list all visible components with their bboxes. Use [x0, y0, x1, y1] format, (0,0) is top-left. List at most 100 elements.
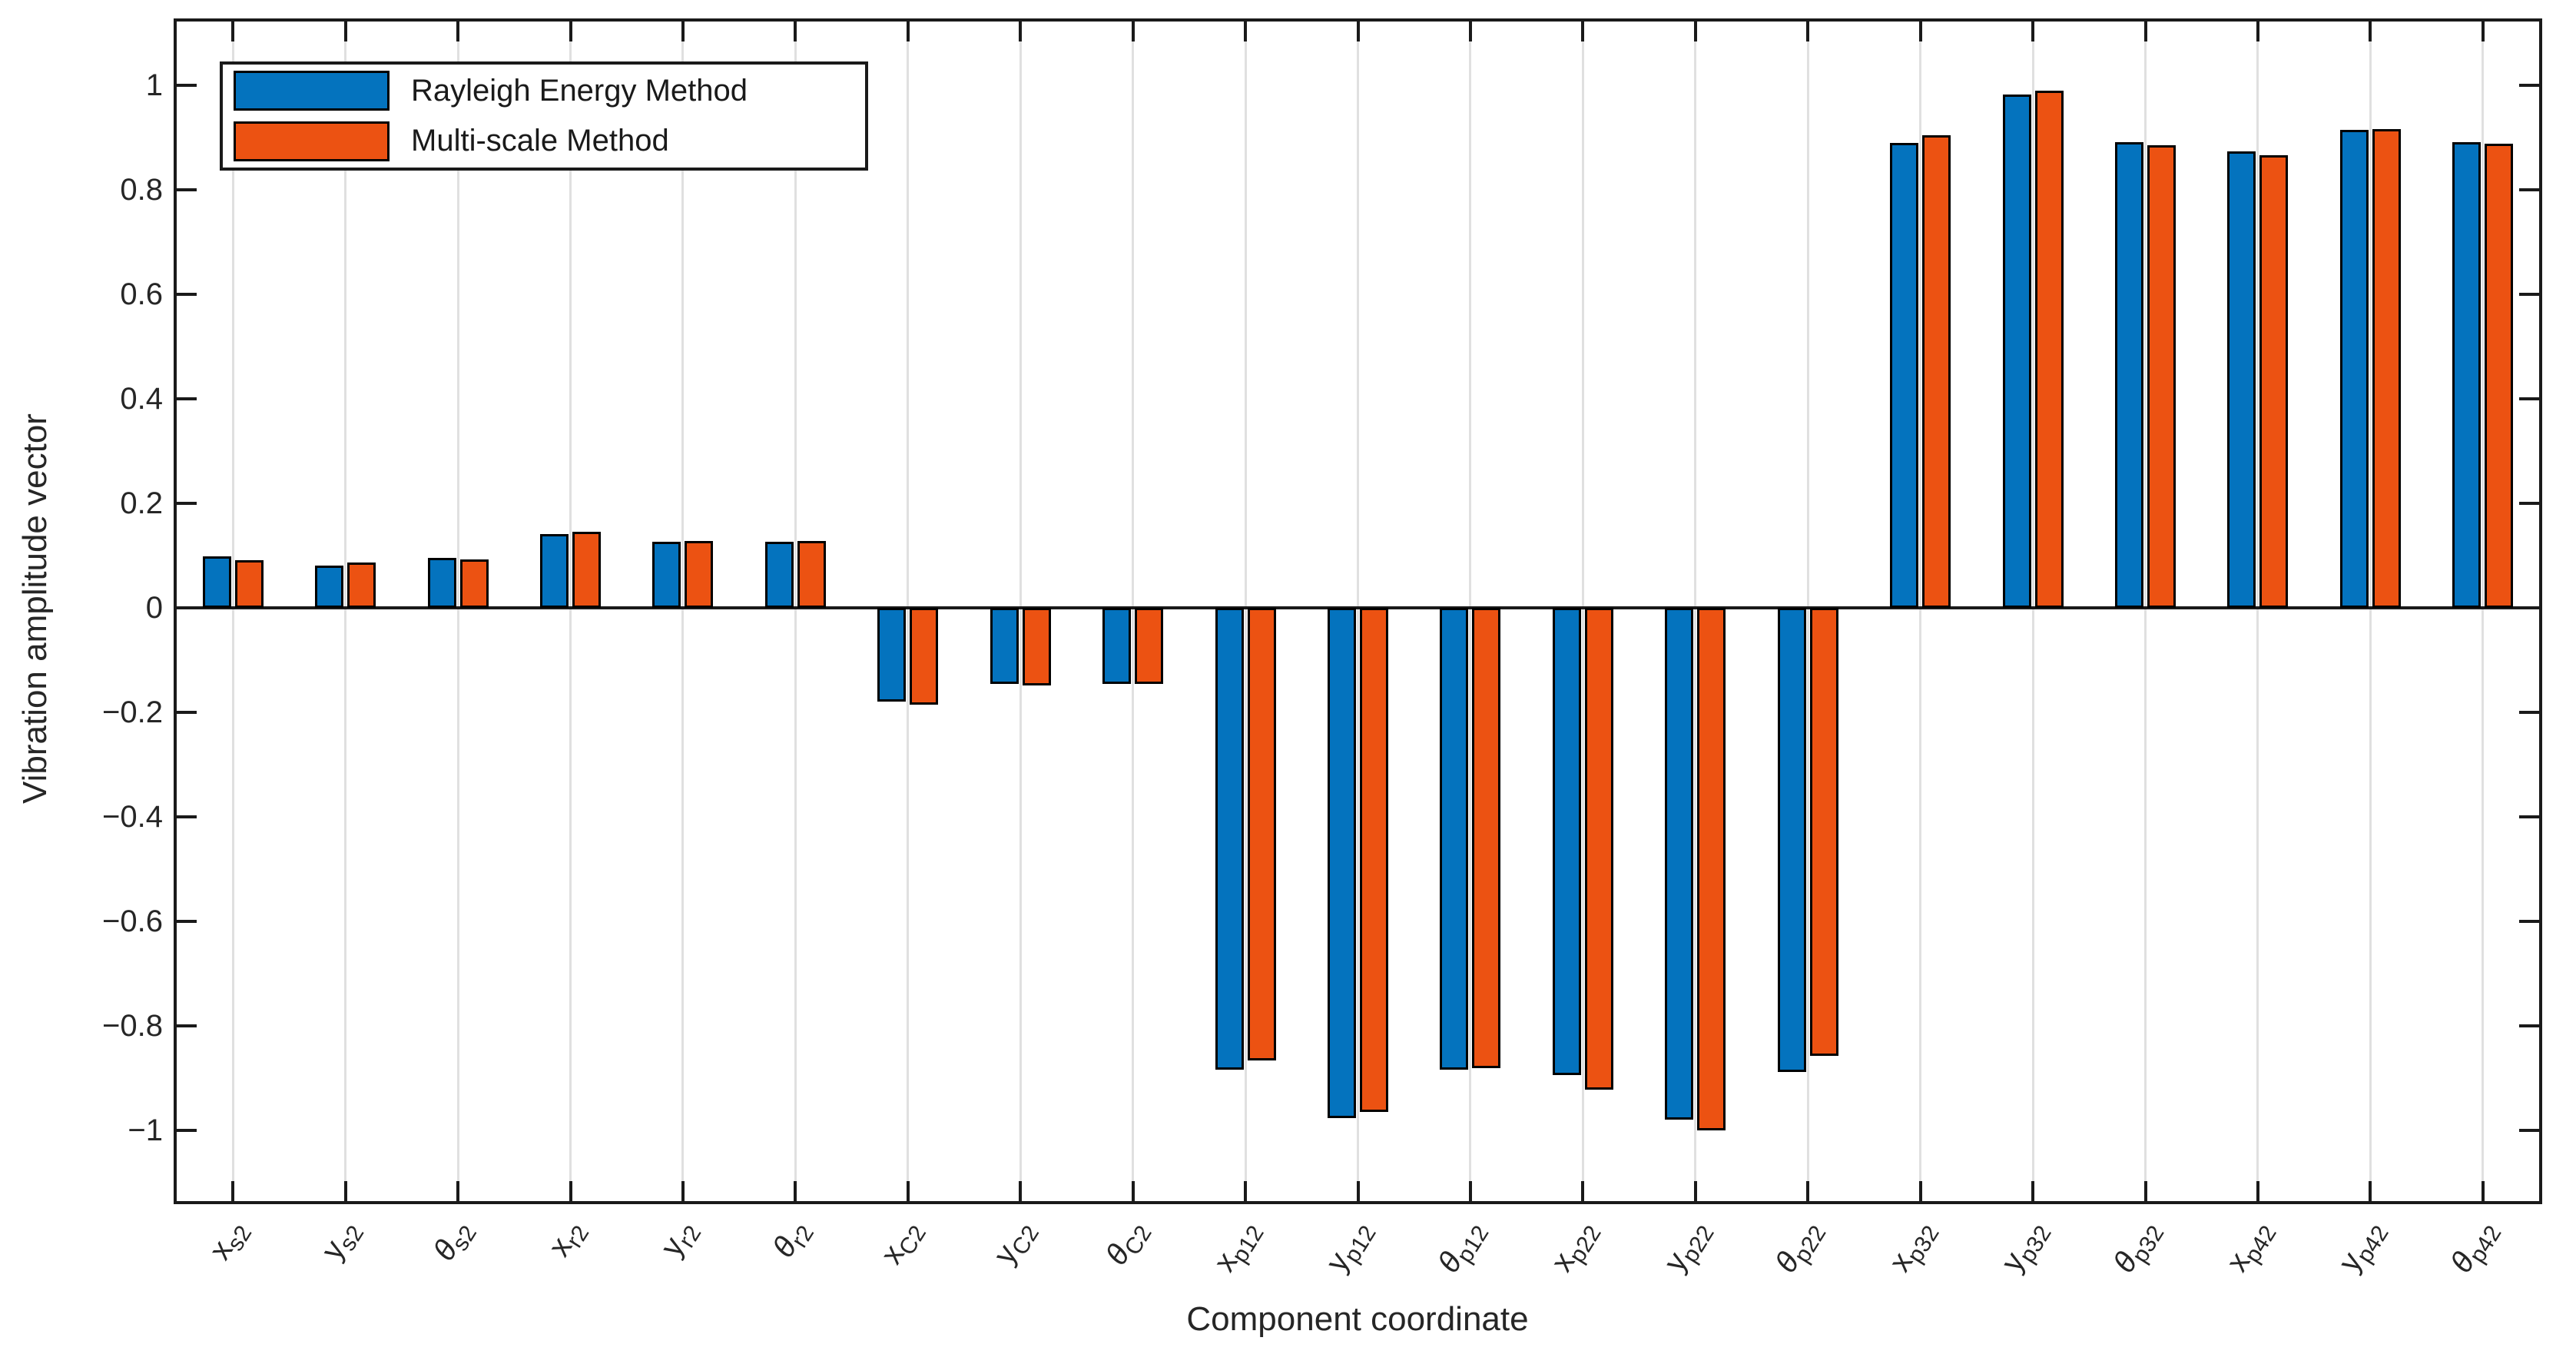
- bar-rayleigh-θs2: [427, 558, 456, 608]
- y-tick-label: 0.8: [120, 173, 163, 207]
- x-tick-top: [1693, 22, 1697, 41]
- y-tick-label: 0.6: [120, 277, 163, 311]
- y-tick-left: [177, 815, 197, 818]
- gridline: [456, 22, 459, 1201]
- bar-multi-scale-yp32: [2034, 90, 2064, 608]
- x-tick-bottom: [1806, 1181, 1810, 1201]
- y-tick-left: [177, 920, 197, 923]
- gridline: [1694, 22, 1697, 1201]
- x-tick-top: [2031, 22, 2035, 41]
- legend-entry-rayleigh: Rayleigh Energy Method: [223, 67, 865, 114]
- x-tick-bottom: [1131, 1181, 1135, 1201]
- x-tick-top: [456, 22, 460, 41]
- gridline: [569, 22, 572, 1201]
- bar-rayleigh-xp12: [1215, 608, 1244, 1070]
- x-tick-top: [1356, 22, 1360, 41]
- y-axis-label: Vibration amplitude vector: [16, 413, 54, 804]
- y-tick-right: [2519, 815, 2539, 818]
- x-tick-top: [906, 22, 910, 41]
- bar-rayleigh-xC2: [877, 608, 907, 702]
- bar-rayleigh-yp12: [1328, 608, 1356, 1118]
- y-tick-right: [2519, 188, 2539, 191]
- legend-label-multiscale: Multi-scale Method: [411, 124, 669, 158]
- gridline: [2031, 22, 2034, 1201]
- y-tick-label: −0.4: [102, 800, 163, 834]
- bar-rayleigh-ys2: [315, 565, 344, 608]
- y-tick-left: [177, 711, 197, 714]
- bar-multi-scale-yC2: [1022, 608, 1051, 685]
- bar-rayleigh-yp22: [1665, 608, 1694, 1120]
- x-tick-bottom: [1019, 1181, 1023, 1201]
- gridline: [344, 22, 347, 1201]
- bar-rayleigh-θp42: [2452, 142, 2482, 608]
- x-tick-bottom: [343, 1181, 347, 1201]
- x-tick-top: [2256, 22, 2259, 41]
- gridline: [2369, 22, 2372, 1201]
- gridline: [1132, 22, 1135, 1201]
- bar-rayleigh-θp32: [2115, 142, 2143, 608]
- y-tick-left: [177, 293, 197, 296]
- x-tick-bottom: [1693, 1181, 1697, 1201]
- x-tick-bottom: [1356, 1181, 1360, 1201]
- bar-multi-scale-θp12: [1472, 608, 1501, 1069]
- y-tick-right: [2519, 1129, 2539, 1132]
- bar-rayleigh-xp22: [1552, 608, 1581, 1075]
- y-tick-label: −0.6: [102, 904, 163, 938]
- gridline: [2482, 22, 2485, 1201]
- bar-rayleigh-θr2: [764, 542, 794, 608]
- x-tick-top: [1244, 22, 1248, 41]
- bar-multi-scale-θp32: [2147, 145, 2176, 608]
- y-tick-label: 0: [145, 591, 163, 625]
- gridline: [1806, 22, 1809, 1201]
- gridline: [1469, 22, 1472, 1201]
- gridline: [1581, 22, 1584, 1201]
- x-tick-bottom: [1918, 1181, 1922, 1201]
- x-tick-top: [1468, 22, 1472, 41]
- x-tick-top: [1131, 22, 1135, 41]
- bar-multi-scale-xp22: [1584, 608, 1613, 1090]
- y-tick-left: [177, 1129, 197, 1132]
- gridline: [907, 22, 910, 1201]
- x-tick-bottom: [906, 1181, 910, 1201]
- bar-rayleigh-yC2: [990, 608, 1019, 684]
- x-tick-bottom: [456, 1181, 460, 1201]
- bar-rayleigh-θC2: [1102, 608, 1132, 684]
- x-tick-bottom: [2143, 1181, 2147, 1201]
- bar-multi-scale-yp12: [1360, 608, 1388, 1113]
- y-tick-right: [2519, 711, 2539, 714]
- bar-multi-scale-xp12: [1247, 608, 1276, 1060]
- legend: Rayleigh Energy Method Multi-scale Metho…: [220, 61, 868, 171]
- legend-swatch-multiscale: [234, 121, 390, 161]
- bar-rayleigh-yr2: [652, 541, 681, 608]
- bar-multi-scale-yr2: [685, 540, 714, 608]
- x-tick-bottom: [2369, 1181, 2372, 1201]
- y-tick-right: [2519, 1024, 2539, 1027]
- x-tick-bottom: [1244, 1181, 1248, 1201]
- bar-rayleigh-xr2: [540, 534, 569, 608]
- bar-multi-scale-xC2: [910, 608, 939, 705]
- y-tick-left: [177, 1024, 197, 1027]
- x-tick-top: [1581, 22, 1585, 41]
- y-tick-right: [2519, 502, 2539, 505]
- x-axis-label: Component coordinate: [1186, 1300, 1529, 1338]
- gridline: [794, 22, 797, 1201]
- x-tick-top: [2143, 22, 2147, 41]
- bar-multi-scale-θp42: [2485, 144, 2514, 608]
- x-tick-top: [343, 22, 347, 41]
- legend-label-rayleigh: Rayleigh Energy Method: [411, 73, 748, 108]
- x-tick-top: [2481, 22, 2485, 41]
- bar-rayleigh-xp42: [2227, 151, 2256, 608]
- y-tick-label: −0.8: [102, 1009, 163, 1043]
- x-tick-bottom: [2031, 1181, 2035, 1201]
- bar-multi-scale-ys2: [347, 562, 376, 608]
- x-tick-bottom: [2481, 1181, 2485, 1201]
- bar-multi-scale-θr2: [797, 540, 826, 608]
- x-tick-top: [569, 22, 572, 41]
- x-tick-bottom: [1581, 1181, 1585, 1201]
- x-tick-top: [231, 22, 235, 41]
- bar-multi-scale-yp42: [2372, 129, 2401, 608]
- y-tick-label: 0.4: [120, 382, 163, 416]
- gridline: [2256, 22, 2259, 1201]
- bar-rayleigh-yp32: [2002, 95, 2031, 608]
